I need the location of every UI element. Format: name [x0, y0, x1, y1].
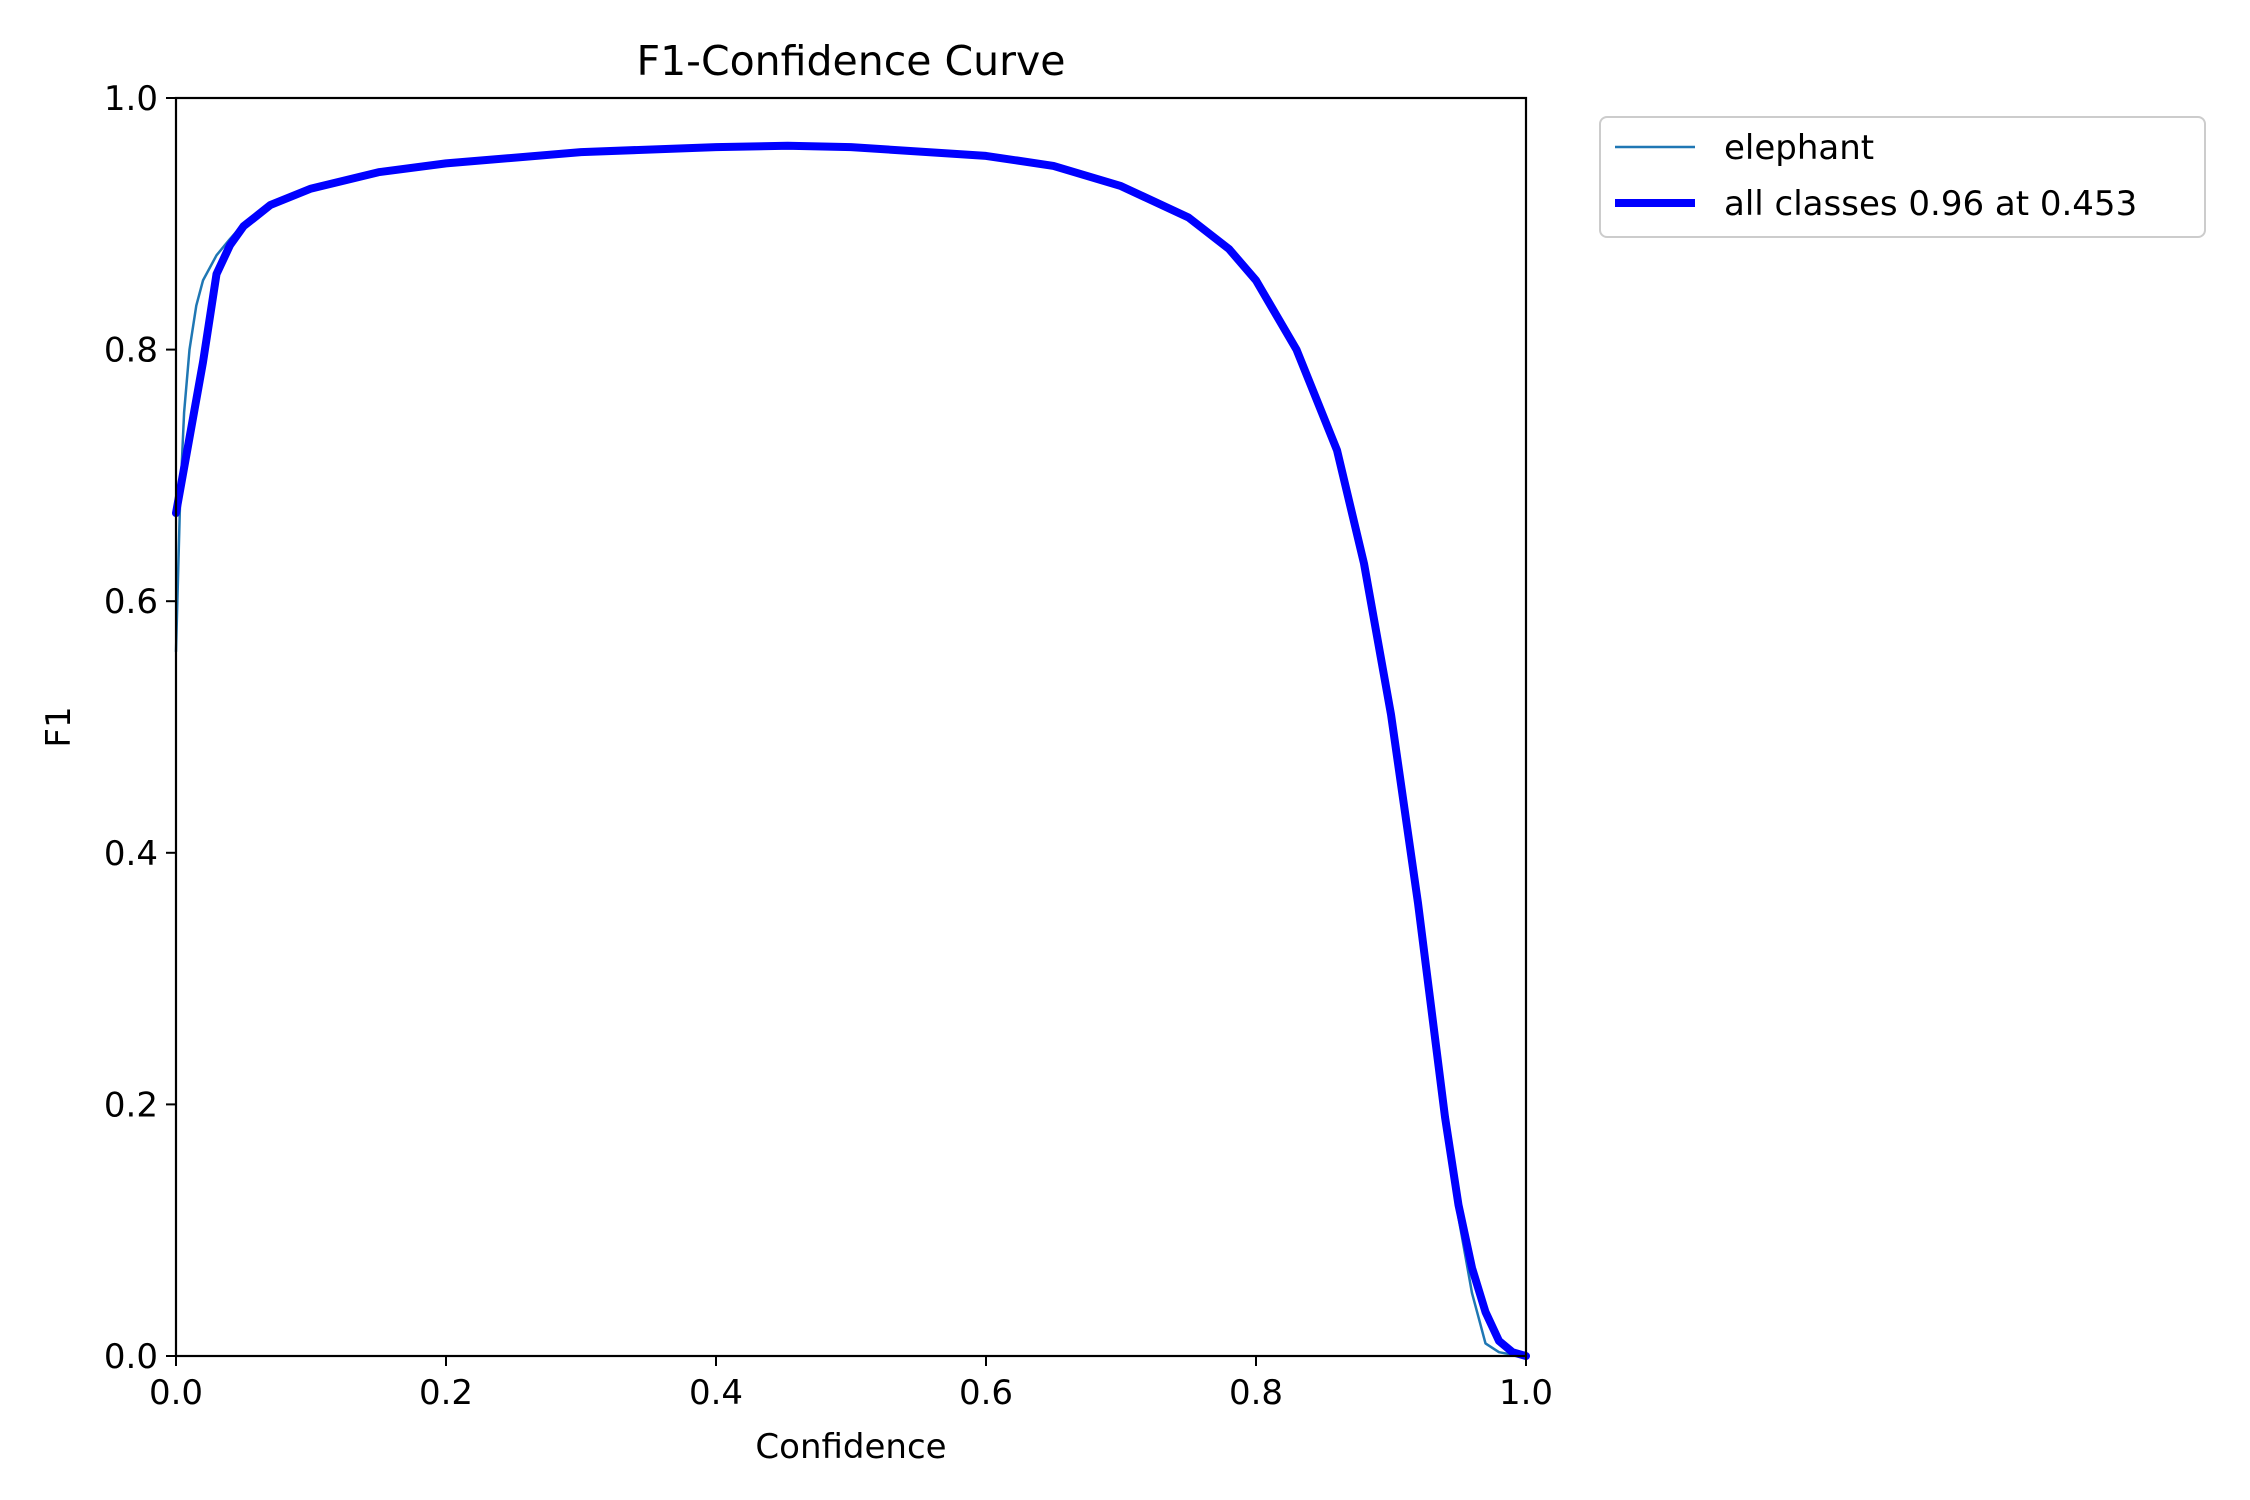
x-tick-label: 0.8 — [1229, 1373, 1283, 1413]
x-tick-label: 0.0 — [149, 1373, 203, 1413]
series-line-1 — [172, 141, 1530, 1360]
y-tick-label: 0.0 — [104, 1337, 158, 1377]
legend-label-1: all classes 0.96 at 0.453 — [1724, 184, 2137, 224]
y-tick-label: 0.6 — [104, 582, 158, 622]
x-tick-label: 0.2 — [419, 1373, 473, 1413]
y-tick-label: 0.2 — [104, 1085, 158, 1125]
y-tick-label: 0.4 — [104, 834, 158, 874]
plot-frame — [174, 96, 1528, 1358]
x-tick-label: 0.4 — [689, 1373, 743, 1413]
x-tick-label: 1.0 — [1499, 1373, 1553, 1413]
y-axis-ticks: 0.0 0.2 0.4 0.6 0.8 1.0 — [104, 79, 176, 1377]
x-axis-ticks: 0.0 0.2 0.4 0.6 0.8 1.0 — [149, 1356, 1553, 1413]
series-lines — [172, 141, 1530, 1360]
legend-label-0: elephant — [1724, 128, 1874, 168]
x-axis-label: Confidence — [755, 1427, 946, 1467]
y-tick-label: 1.0 — [104, 79, 158, 119]
legend-box — [1599, 116, 2206, 238]
chart-title: F1-Confidence Curve — [637, 37, 1066, 85]
legend: elephant all classes 0.96 at 0.453 — [1599, 116, 2206, 238]
plot-background — [176, 98, 1526, 1356]
plot-area — [176, 98, 1526, 1356]
y-axis-label: F1 — [39, 706, 79, 747]
y-tick-label: 0.8 — [104, 331, 158, 371]
x-tick-label: 0.6 — [959, 1373, 1013, 1413]
